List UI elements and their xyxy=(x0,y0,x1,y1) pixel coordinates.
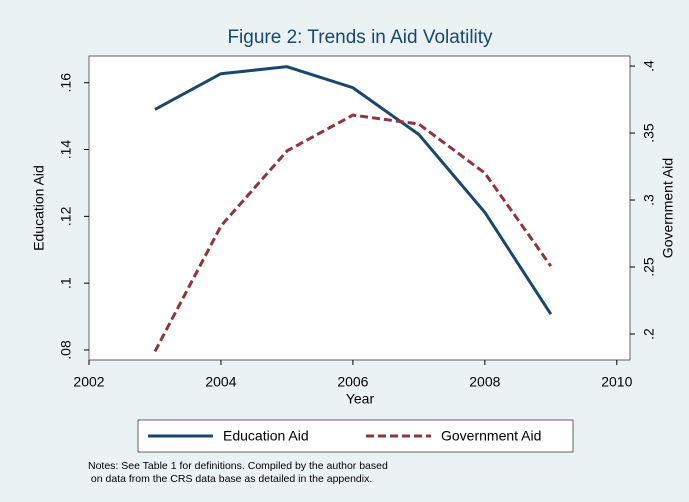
series-line xyxy=(154,65,553,316)
x-tick-label: 2008 xyxy=(469,374,500,390)
legend-label: Education Aid xyxy=(223,428,309,444)
legend-label: Government Aid xyxy=(441,428,541,444)
x-tick-label: 2004 xyxy=(205,374,236,390)
y-tick-label: .08 xyxy=(58,340,74,360)
plot-area xyxy=(88,55,631,361)
x-tick-label: 2002 xyxy=(73,374,104,390)
note: on data from the CRS data base as detail… xyxy=(88,473,372,485)
chart-title: Figure 2: Trends in Aid Volatility xyxy=(227,27,493,48)
y2-axis-label: Government Aid xyxy=(660,158,676,258)
y-tick-label: .14 xyxy=(58,140,74,160)
y2-tick-label: .2 xyxy=(641,328,657,340)
x-tick-label: 2010 xyxy=(601,374,632,390)
x-tick-label: 2006 xyxy=(337,374,368,390)
y-axis-label: Education Aid xyxy=(31,165,47,251)
y-tick-label: .1 xyxy=(58,277,74,289)
y2-tick-label: .35 xyxy=(641,123,657,143)
y2-tick-label: .25 xyxy=(641,257,657,277)
y2-tick-label: .3 xyxy=(641,194,657,206)
y-tick-label: .12 xyxy=(58,206,74,226)
y2-tick-label: .4 xyxy=(641,60,657,72)
y-tick-label: .16 xyxy=(58,73,74,93)
series-line xyxy=(153,113,553,353)
x-axis-label: Year xyxy=(346,391,375,407)
note: Notes: See Table 1 for definitions. Comp… xyxy=(88,460,388,472)
